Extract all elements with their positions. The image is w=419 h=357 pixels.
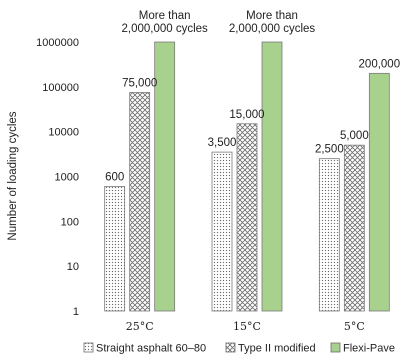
data-label: 2,500 xyxy=(315,144,344,156)
bar xyxy=(261,41,283,312)
legend-swatch xyxy=(83,342,94,353)
bar xyxy=(318,158,340,312)
bar xyxy=(236,123,258,312)
legend-swatch xyxy=(225,342,236,353)
bar xyxy=(211,151,233,312)
y-tick-label: 100000 xyxy=(42,82,79,94)
y-tick-label: 10 xyxy=(67,261,79,273)
bar xyxy=(129,92,151,312)
data-label: 3,500 xyxy=(208,137,237,149)
legend-label: Straight asphalt 60–80 xyxy=(96,343,206,355)
bar xyxy=(154,41,176,312)
category-label: 5°C xyxy=(344,320,365,333)
y-tick-label: 1 xyxy=(73,306,79,318)
y-tick-label: 1000000 xyxy=(36,37,79,49)
data-label: More than 2,000,000 cycles xyxy=(229,10,316,35)
bar xyxy=(368,72,390,312)
data-label: 75,000 xyxy=(122,77,157,89)
y-tick-label: 1000 xyxy=(55,172,79,184)
y-axis-title: Number of loading cycles xyxy=(7,111,19,240)
bar xyxy=(343,144,365,312)
category-label: 15°C xyxy=(233,320,261,333)
legend-label: Type II modified xyxy=(238,343,316,355)
y-tick-label: 10000 xyxy=(48,127,79,139)
data-label: 200,000 xyxy=(359,58,401,70)
data-label: 5,000 xyxy=(340,130,369,142)
bar xyxy=(104,186,126,312)
legend-swatch xyxy=(330,342,341,353)
data-label: 15,000 xyxy=(229,109,264,121)
data-label: More than 2,000,000 cycles xyxy=(122,10,209,35)
data-label: 600 xyxy=(105,171,124,183)
legend-label: Flexi-Pave xyxy=(343,343,395,355)
category-label: 25°C xyxy=(126,320,154,333)
y-tick-label: 100 xyxy=(61,216,79,228)
